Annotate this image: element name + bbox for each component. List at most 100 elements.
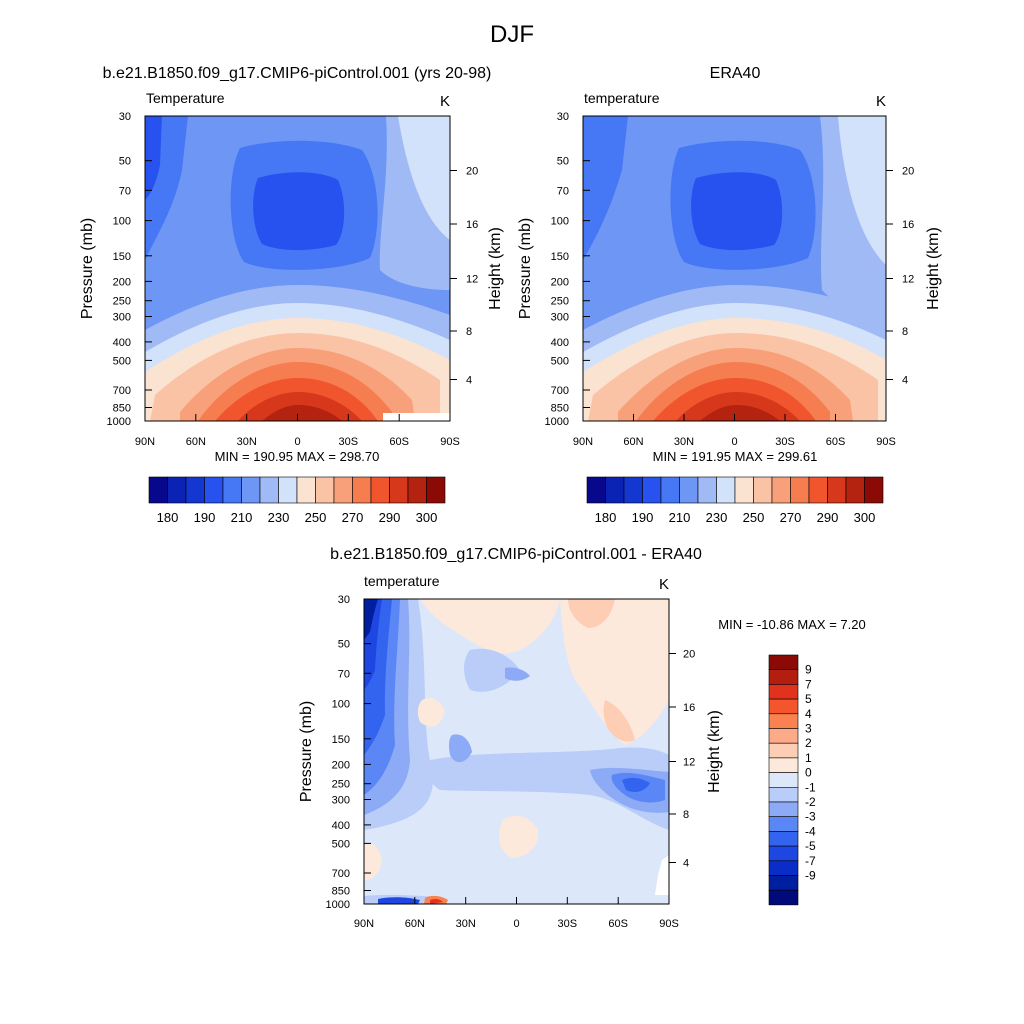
colorbar-box xyxy=(315,476,335,504)
y2-axis-label: Height (km) xyxy=(706,710,723,793)
panel-model: b.e21.B1850.f09_g17.CMIP6-piControl.001 … xyxy=(79,65,504,525)
colorbar-box xyxy=(768,713,799,729)
y-tick-label: 250 xyxy=(113,296,131,308)
colorbar-box xyxy=(771,476,791,504)
variable-label: temperature xyxy=(584,90,660,106)
x-tick-label: 90N xyxy=(573,436,593,448)
y-tick-label: 30 xyxy=(338,594,350,606)
colorbar-box xyxy=(660,476,680,504)
contour-band xyxy=(622,777,650,792)
y-tick-label: 200 xyxy=(332,759,350,771)
colorbar-box xyxy=(768,757,799,773)
y2-axis-label: Height (km) xyxy=(925,227,942,310)
y-tick-label: 70 xyxy=(557,185,569,197)
colorbar-label: 190 xyxy=(194,510,216,525)
panel-difference: b.e21.B1850.f09_g17.CMIP6-piControl.001 … xyxy=(298,546,866,930)
x-tick-label: 90S xyxy=(659,918,679,930)
y2-tick-label: 4 xyxy=(902,375,908,387)
colorbar-label: 190 xyxy=(632,510,654,525)
x-tick-label: 60N xyxy=(623,436,643,448)
colorbar-box xyxy=(768,816,799,832)
x-tick-label: 0 xyxy=(731,436,737,448)
colorbar-label: 210 xyxy=(669,510,691,525)
x-ticks: 90N 60N 30N 0 30S 60S 90S xyxy=(135,414,460,448)
contour-field xyxy=(364,599,669,904)
contour-band xyxy=(568,599,615,628)
y-tick-label: 850 xyxy=(332,886,350,898)
y2-tick-label: 8 xyxy=(902,326,908,338)
colorbar-box xyxy=(734,476,754,504)
x-tick-label: 90S xyxy=(876,436,896,448)
y2-tick-label: 20 xyxy=(902,166,914,178)
colorbar-box xyxy=(241,476,261,504)
contour-band xyxy=(378,897,420,904)
colorbar-label: 290 xyxy=(379,510,401,525)
y2-tick-label: 8 xyxy=(466,326,472,338)
y2-tick-label: 20 xyxy=(466,166,478,178)
y2-tick-label: 8 xyxy=(683,809,689,821)
y-tick-label: 150 xyxy=(551,251,569,263)
colorbar-box xyxy=(827,476,847,504)
y-tick-label: 100 xyxy=(551,216,569,228)
x-tick-label: 30N xyxy=(674,436,694,448)
contour-band xyxy=(420,599,560,654)
contour-band xyxy=(700,405,780,421)
x-tick-label: 90N xyxy=(354,918,374,930)
colorbar-box xyxy=(790,476,810,504)
panel-title: b.e21.B1850.f09_g17.CMIP6-piControl.001 … xyxy=(103,65,492,82)
y-tick-label: 850 xyxy=(113,403,131,415)
colorbar-label: 2 xyxy=(805,736,812,750)
colorbar-box xyxy=(768,698,799,715)
colorbar-box xyxy=(768,889,799,906)
y2-tick-label: 4 xyxy=(466,375,472,387)
colorbar-box xyxy=(426,476,446,504)
x-tick-label: 0 xyxy=(294,436,300,448)
colorbar-label: 250 xyxy=(305,510,327,525)
missing-data xyxy=(383,413,450,421)
x-tick-label: 60N xyxy=(186,436,206,448)
colorbar-label: 7 xyxy=(805,677,812,691)
contour-band xyxy=(448,734,472,763)
y-tick-label: 30 xyxy=(557,111,569,123)
colorbar-box xyxy=(642,476,662,504)
colorbar-box xyxy=(753,476,773,504)
colorbar-box xyxy=(768,786,799,803)
colorbar-box xyxy=(768,654,799,670)
contour-band xyxy=(417,698,445,727)
variable-label: temperature xyxy=(364,573,440,589)
colorbar-label: 230 xyxy=(268,510,290,525)
y-tick-label: 500 xyxy=(332,838,350,850)
colorbar-label: 290 xyxy=(817,510,839,525)
colorbar-box xyxy=(586,476,606,504)
axes: 90N 60N 30N 0 30S 60S 90S 30 50 7 xyxy=(79,111,504,464)
x-ticks: 90N 60N 30N 0 30S 60S 90S xyxy=(354,897,679,930)
y-tick-label: 50 xyxy=(557,156,569,168)
y-axis-label: Pressure (mb) xyxy=(79,218,96,319)
contour-band xyxy=(364,843,382,880)
units-label: K xyxy=(659,576,669,593)
colorbar-box xyxy=(333,476,353,504)
contour-band xyxy=(464,648,520,692)
missing-data xyxy=(640,855,669,895)
colorbar-box xyxy=(222,476,242,504)
y-tick-label: 400 xyxy=(113,337,131,349)
y-tick-label: 700 xyxy=(551,385,569,397)
panel-title: b.e21.B1850.f09_g17.CMIP6-piControl.001 … xyxy=(330,546,702,563)
colorbar-label: -2 xyxy=(805,795,816,809)
x-tick-label: 30N xyxy=(237,436,257,448)
units-label: K xyxy=(440,93,450,110)
y2-ticks: 20 16 12 8 4 xyxy=(450,166,478,387)
colorbar-box xyxy=(845,476,865,504)
colorbar-box xyxy=(407,476,427,504)
y2-tick-label: 4 xyxy=(683,858,689,870)
colorbar-label: 180 xyxy=(157,510,179,525)
colorbar-label: 300 xyxy=(416,510,438,525)
y-tick-label: 50 xyxy=(119,156,131,168)
x-tick-label: 60N xyxy=(405,918,425,930)
x-tick-label: 30S xyxy=(558,918,578,930)
axes: 90N 60N 30N 0 30S 60S 90S 30 50 7 xyxy=(298,594,866,930)
panel-title: ERA40 xyxy=(710,65,761,82)
contour-band xyxy=(603,700,635,742)
y-tick-label: 200 xyxy=(551,276,569,288)
